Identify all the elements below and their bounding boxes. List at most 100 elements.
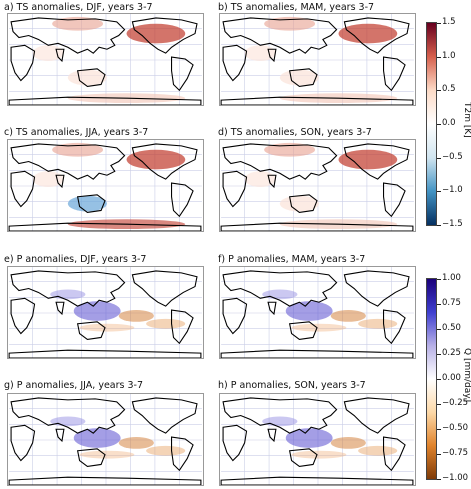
coastline [222, 170, 248, 208]
coastline [220, 476, 414, 485]
coastline [343, 17, 410, 54]
colorbar-tick-mark [437, 124, 441, 125]
coastline [8, 96, 202, 105]
panel-h-title: h) P anomalies, SON, years 3-7 [218, 380, 366, 391]
colorbar-tick-mark [437, 479, 441, 480]
coastline [10, 297, 36, 335]
coastline [383, 182, 406, 218]
colorbar-tick-label: 0.0 [442, 118, 456, 128]
coastline [76, 448, 106, 467]
anomaly-field [330, 437, 366, 449]
coastline [76, 194, 106, 213]
anomaly-field [146, 445, 186, 456]
anomaly-field [73, 301, 121, 321]
anomaly-field [262, 289, 298, 300]
coastline [10, 143, 126, 180]
anomaly-field [279, 195, 319, 212]
colorbar-tick-label: 0.75 [442, 298, 461, 308]
coastline [8, 222, 202, 231]
anomaly-field [67, 69, 107, 86]
anomaly-field [358, 318, 398, 329]
panel-g-title: g) P anomalies, JJA, years 3-7 [4, 380, 144, 391]
anomaly-field [330, 310, 366, 322]
colorbar-tick-mark [437, 279, 441, 280]
coastline [288, 68, 318, 87]
coastline [222, 143, 338, 180]
coastline [55, 428, 65, 443]
panel-b-title: b) TS anomalies, MAM, years 3-7 [218, 2, 375, 13]
coastline [10, 397, 126, 434]
colorbar-tick-label: 0.25 [442, 348, 461, 358]
anomaly-field [262, 416, 298, 427]
coastline [383, 309, 406, 345]
coastline [222, 44, 248, 82]
coastline [222, 297, 248, 335]
coastline [8, 476, 202, 485]
coastline [76, 68, 106, 87]
panel-e-title: e) P anomalies, DJF, years 3-7 [4, 254, 147, 265]
map-panel-b [219, 13, 416, 106]
anomaly-field [358, 445, 398, 456]
coastline [10, 17, 126, 54]
coastline [131, 17, 198, 54]
coastline [383, 56, 406, 92]
map-panel-g [7, 393, 204, 486]
coastline [10, 44, 36, 82]
world-map-svg [220, 140, 414, 231]
anomaly-field [338, 149, 398, 170]
colorbar-tick-mark [437, 191, 441, 193]
coastline [131, 397, 198, 434]
panel-d-title: d) TS anomalies, SON, years 3-7 [218, 127, 372, 138]
coastline [343, 397, 410, 434]
anomaly-field [126, 149, 186, 170]
anomaly-field [52, 16, 104, 31]
coastline [222, 17, 338, 54]
colorbar-tick-mark [437, 56, 441, 58]
anomaly-field [338, 23, 398, 44]
anomaly-field [279, 69, 319, 86]
coastline [55, 301, 65, 316]
colorbar-tick-label: 1.0 [442, 50, 456, 61]
anomaly-field [285, 428, 333, 448]
anomaly-field [67, 195, 107, 212]
world-map-svg [8, 14, 202, 105]
colorbar-tick-label: 1.5 [442, 17, 456, 27]
coastline [55, 174, 65, 189]
colorbar-tick-mark [437, 157, 441, 159]
world-map-svg [8, 267, 202, 358]
panel-f-title: f) P anomalies, MAM, years 3-7 [218, 254, 366, 265]
coastline [76, 321, 106, 340]
coastline [220, 96, 414, 105]
anomaly-field [264, 16, 316, 31]
coastline [171, 436, 194, 472]
coastline [267, 48, 277, 63]
coastline [222, 270, 338, 307]
coastline [220, 349, 414, 358]
anomaly-field [146, 318, 186, 329]
coastline [288, 448, 318, 467]
anomaly-field [52, 142, 104, 157]
colorbar-tick-mark [437, 429, 441, 430]
world-map-svg [8, 140, 202, 231]
colorbar-tick-mark [437, 23, 441, 24]
coastline [171, 182, 194, 218]
anomaly-field [126, 23, 186, 44]
world-map-svg [220, 394, 414, 485]
anomaly-field [285, 301, 333, 321]
anomaly-field [50, 289, 86, 300]
coastline [383, 436, 406, 472]
anomaly-field [118, 437, 154, 449]
colorbar-tick-label: −0.25 [442, 398, 469, 408]
anomaly-field [291, 450, 347, 459]
colorbar-tick-label: −0.50 [442, 423, 469, 433]
colorbar-tick-label: −0.5 [442, 151, 463, 162]
coastline [222, 424, 248, 462]
precipitation-colorbar-gradient [426, 278, 437, 480]
colorbar-tick-label: 1.00 [442, 273, 461, 283]
anomaly-field [73, 428, 121, 448]
panel-c-title: c) TS anomalies, JJA, years 3-7 [4, 127, 149, 138]
colorbar-tick-mark [437, 90, 441, 92]
colorbar-tick-label: −1.00 [442, 473, 469, 483]
colorbar-tick-mark [437, 304, 441, 305]
coastline [131, 143, 198, 180]
